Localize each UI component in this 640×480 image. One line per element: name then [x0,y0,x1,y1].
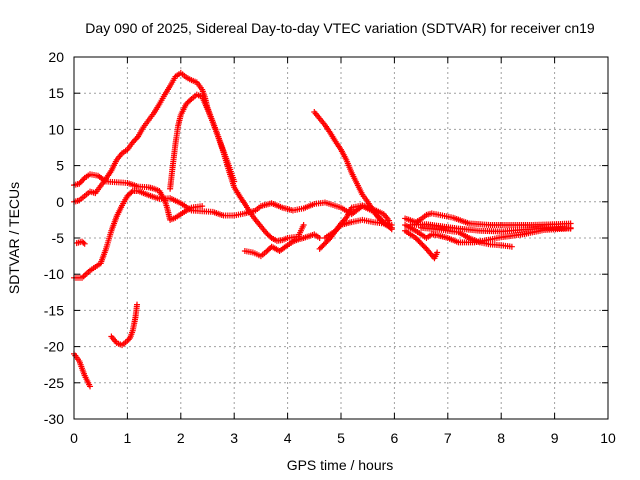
series-s9 [321,216,395,241]
data-point [412,235,419,241]
y-tick-label: 20 [48,49,64,65]
data-point [420,243,427,250]
data-point [300,221,307,228]
series-s4 [71,69,307,244]
y-tick-label: -25 [44,375,64,391]
data-point [316,235,323,241]
data-point [128,189,135,196]
y-tick-labels: 20 15 10 5 0 -5 -10 -15 -20 -25 -30 [44,49,64,427]
data-point [320,241,327,248]
x-tick-label: 1 [124,430,132,446]
series-s13 [418,224,515,250]
data-point [81,240,88,247]
plot-frame [73,56,609,420]
x-tick-label: 9 [551,430,559,446]
x-tick-label: 0 [70,430,78,446]
data-point [267,233,274,240]
data-point [422,244,429,251]
series-s5 [167,91,238,192]
data-point [323,239,330,246]
y-tick-label: 10 [48,121,64,137]
x-axis-label: GPS time / hours [287,457,394,473]
y-axis-label: SDTVAR / TECUs [6,182,22,294]
x-tick-label: 3 [230,430,238,446]
series-s8 [316,202,393,252]
series-s11 [402,210,574,228]
data-point [567,225,574,232]
x-tick-label: 10 [600,430,616,446]
data-point [415,237,422,244]
data-point [414,236,421,243]
chart-title: Day 090 of 2025, Sidereal Day-to-day VTE… [85,20,595,36]
y-tick-label: -15 [44,302,64,318]
data-point [419,241,426,248]
data-point [316,245,323,252]
data-point [187,97,194,104]
y-tick-label: 0 [56,194,64,210]
data-point [134,301,141,308]
data-point [319,243,326,250]
data-point [317,244,324,251]
y-tick-label: -5 [52,230,65,246]
x-tick-label: 2 [177,430,185,446]
data-point [508,243,515,250]
y-tick-label: -20 [44,339,64,355]
series-s15 [108,301,141,349]
x-tick-label: 8 [497,430,505,446]
data-point [388,224,395,231]
data-point [87,383,94,390]
series-s16 [73,238,88,247]
data-point [199,203,206,210]
y-tick-label: 15 [48,85,64,101]
data-point [80,239,87,246]
data-point [418,240,425,247]
x-tick-label: 4 [284,430,292,446]
series-s6 [241,231,323,260]
data-points [71,69,574,390]
data-point [321,240,328,247]
data-point [567,220,574,227]
y-tick-label: 5 [56,158,64,174]
data-point [434,249,441,256]
data-point [231,178,238,185]
series-s3 [71,171,206,223]
x-tick-label: 7 [444,430,452,446]
x-tick-label: 5 [337,430,345,446]
series-s12 [402,227,441,262]
x-tick-label: 6 [391,430,399,446]
y-tick-label: -10 [44,266,64,282]
data-point [324,237,331,244]
data-point [386,217,393,224]
series-s14 [407,221,574,235]
data-point [416,239,423,246]
x-tick-labels: 0 1 2 3 4 5 6 7 8 9 10 [70,430,616,446]
y-tick-label: -30 [44,411,64,427]
